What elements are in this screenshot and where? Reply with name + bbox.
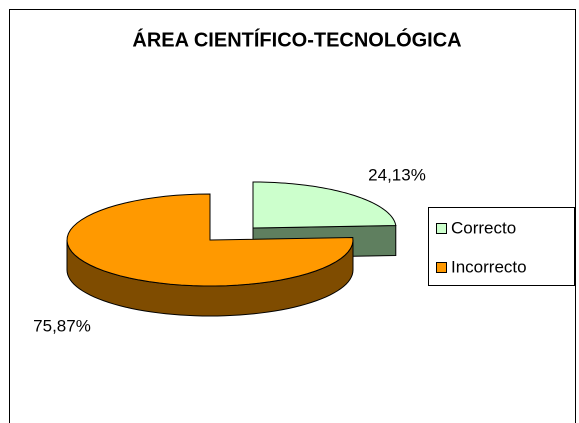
legend-swatch [436, 223, 447, 234]
chart-title: ÁREA CIENTÍFICO-TECNOLÓGICA [132, 27, 461, 51]
legend-swatch [436, 262, 447, 273]
data-label: 75,87% [33, 316, 91, 335]
data-label: 24,13% [368, 165, 426, 184]
legend-box [428, 207, 575, 286]
legend-label: Correcto [451, 218, 516, 237]
slice-top [252, 181, 397, 229]
slice-top [66, 193, 354, 287]
pie-slice [66, 193, 354, 317]
legend-label: Incorrecto [451, 257, 527, 276]
